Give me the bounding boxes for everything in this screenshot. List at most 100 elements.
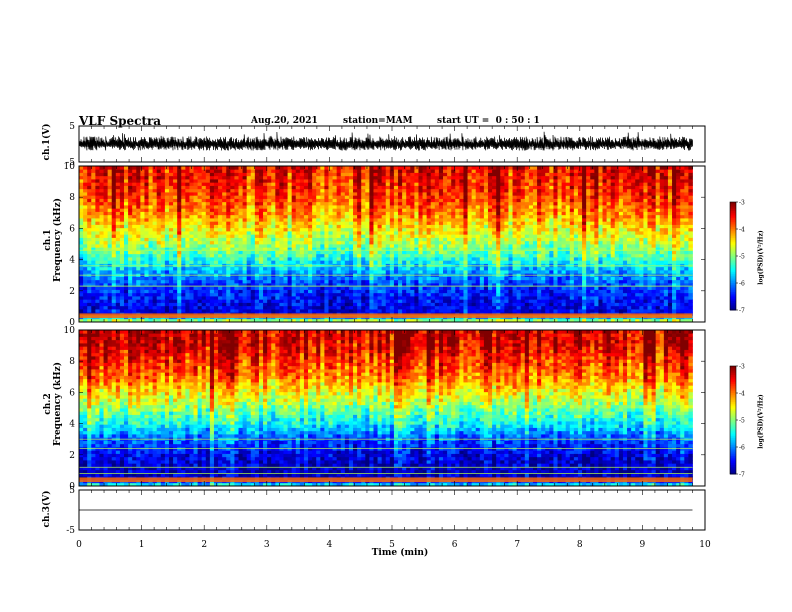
spec-cell [426, 234, 432, 238]
spec-cell [226, 227, 231, 232]
spec-cell [336, 214, 342, 219]
spec-cell [303, 263, 309, 268]
spec-cell [577, 240, 583, 245]
spec-cell [218, 214, 223, 219]
spec-cell [520, 214, 526, 219]
spec-cell [328, 302, 333, 307]
spec-cell [332, 253, 338, 258]
spec-cell [148, 302, 154, 307]
spec-cell [205, 286, 211, 290]
spec-cell [504, 250, 509, 255]
spec-cell [263, 283, 268, 287]
spec-cell [279, 247, 284, 251]
spec-cell [537, 309, 542, 313]
spec-cell [295, 266, 301, 271]
spec-cell [132, 240, 137, 245]
spec-cell [173, 214, 178, 219]
spec-cell [520, 253, 526, 258]
spec-cell [83, 211, 88, 216]
spec-cell [414, 247, 419, 251]
spec-cell [438, 247, 444, 251]
spec-cell [659, 309, 665, 313]
spec-cell [316, 296, 321, 300]
spec-cell [606, 309, 612, 313]
spec-cell [299, 302, 305, 307]
spec-cell [528, 263, 534, 268]
spec-cell [132, 309, 137, 313]
spec-cell [128, 302, 133, 307]
spec-cell [234, 244, 239, 248]
spec-cell [353, 227, 358, 232]
spec-cell [508, 292, 513, 297]
spec-cell [688, 218, 693, 222]
spec-cell [242, 318, 248, 323]
spec-cell [123, 266, 129, 271]
spec-cell [287, 253, 293, 258]
spec-cell [246, 309, 252, 313]
spec-cell [164, 211, 170, 216]
spec-cell [275, 218, 280, 222]
spec-cell [447, 270, 452, 274]
spec-cell [565, 218, 571, 222]
spec-cell [508, 302, 513, 307]
spec-cell [213, 302, 219, 307]
spec-cell [291, 263, 297, 268]
spec-cell [524, 221, 530, 225]
spec-cell [213, 214, 219, 219]
spec-cell [614, 296, 620, 300]
spec-cell [132, 270, 137, 274]
spec-cell [602, 253, 607, 258]
spec-cell [332, 309, 338, 313]
spec-cell [622, 250, 628, 255]
spec-cell [168, 218, 174, 222]
spec-cell [385, 266, 391, 271]
spec-cell [393, 283, 399, 287]
spec-cell [213, 244, 219, 248]
spec-cell [156, 270, 162, 274]
spec-cell [173, 299, 178, 303]
spec-cell [520, 263, 526, 268]
spec-cell [115, 266, 121, 271]
spec-cell [340, 260, 346, 264]
spec-cell [344, 318, 350, 323]
spec-cell [287, 237, 293, 242]
spec-cell [586, 309, 591, 313]
spec-cell [520, 260, 526, 264]
spec-cell [414, 263, 419, 268]
spec-cell [524, 227, 530, 232]
spec-cell [602, 296, 607, 300]
spec-cell [365, 276, 370, 281]
spec-cell [447, 266, 452, 271]
spec-cell [357, 302, 362, 307]
spec-cell [602, 244, 607, 248]
spec-cell [443, 263, 448, 268]
spec-cell [160, 250, 166, 255]
spec-cell [557, 296, 562, 300]
spec-cell [336, 227, 342, 232]
spec-cell [606, 227, 612, 232]
spec-cell [492, 227, 497, 232]
spec-cell [181, 211, 186, 216]
spec-cell [316, 279, 321, 284]
spec-cell [422, 309, 428, 313]
spec-cell [226, 279, 231, 284]
spec-cell [181, 276, 186, 281]
spec-cell [344, 227, 350, 232]
spec-cell [447, 299, 452, 303]
spec-cell [627, 224, 632, 229]
spec-cell [353, 231, 358, 235]
spec-cell [160, 257, 166, 261]
spec-cell [680, 244, 685, 248]
spec-cell [602, 270, 607, 274]
spec-cell [680, 224, 685, 229]
spec-cell [238, 234, 243, 238]
spec-cell [651, 244, 657, 248]
spec-cell [414, 221, 419, 225]
spec-cell [168, 221, 174, 225]
spec-cell [177, 218, 182, 222]
spec-cell [234, 237, 239, 242]
spec-cell [532, 263, 538, 268]
spec-cell [103, 309, 109, 313]
spec-cell [365, 286, 370, 290]
